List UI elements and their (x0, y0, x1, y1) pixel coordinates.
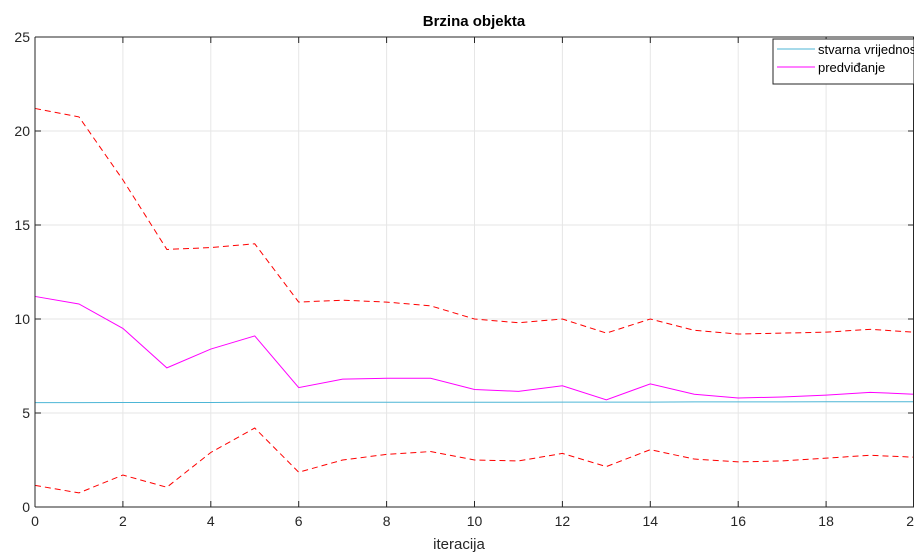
y-tick-label: 5 (22, 405, 30, 421)
x-tick-label: 6 (295, 513, 303, 529)
y-tick-label: 25 (14, 29, 30, 45)
tick-labels: 0 2 4 6 8 10 12 14 16 18 20 0 5 10 15 20 25 (14, 29, 914, 529)
x-tick-label: 8 (383, 513, 391, 529)
y-tick-label: 0 (22, 499, 30, 515)
y-tick-label: 15 (14, 217, 30, 233)
y-tick-label: 10 (14, 311, 30, 327)
series-lines (34, 107, 914, 494)
x-tick-label: 0 (31, 513, 39, 529)
x-tick-label: 10 (467, 513, 483, 529)
legend-label: stvarna vrijednost (818, 42, 914, 57)
x-tick-label: 4 (207, 513, 215, 529)
legend-label: predviđanje (818, 60, 885, 75)
x-tick-label: 2 (119, 513, 127, 529)
chart-title: Brzina objekta (423, 13, 526, 30)
legend-box (772, 38, 914, 85)
series-line-3 (34, 427, 914, 494)
x-tick-label: 20 (906, 513, 914, 529)
x-tick-label: 12 (555, 513, 571, 529)
x-tick-label: 14 (643, 513, 659, 529)
series-line-0 (35, 401, 914, 404)
series-line-1 (34, 295, 914, 401)
x-axis-label: iteracija (433, 536, 485, 553)
series-line-2 (34, 107, 914, 335)
x-tick-label: 18 (818, 513, 834, 529)
y-tick-label: 20 (14, 123, 30, 139)
legend: stvarna vrijednost predviđanje (772, 38, 914, 85)
x-tick-label: 16 (730, 513, 746, 529)
